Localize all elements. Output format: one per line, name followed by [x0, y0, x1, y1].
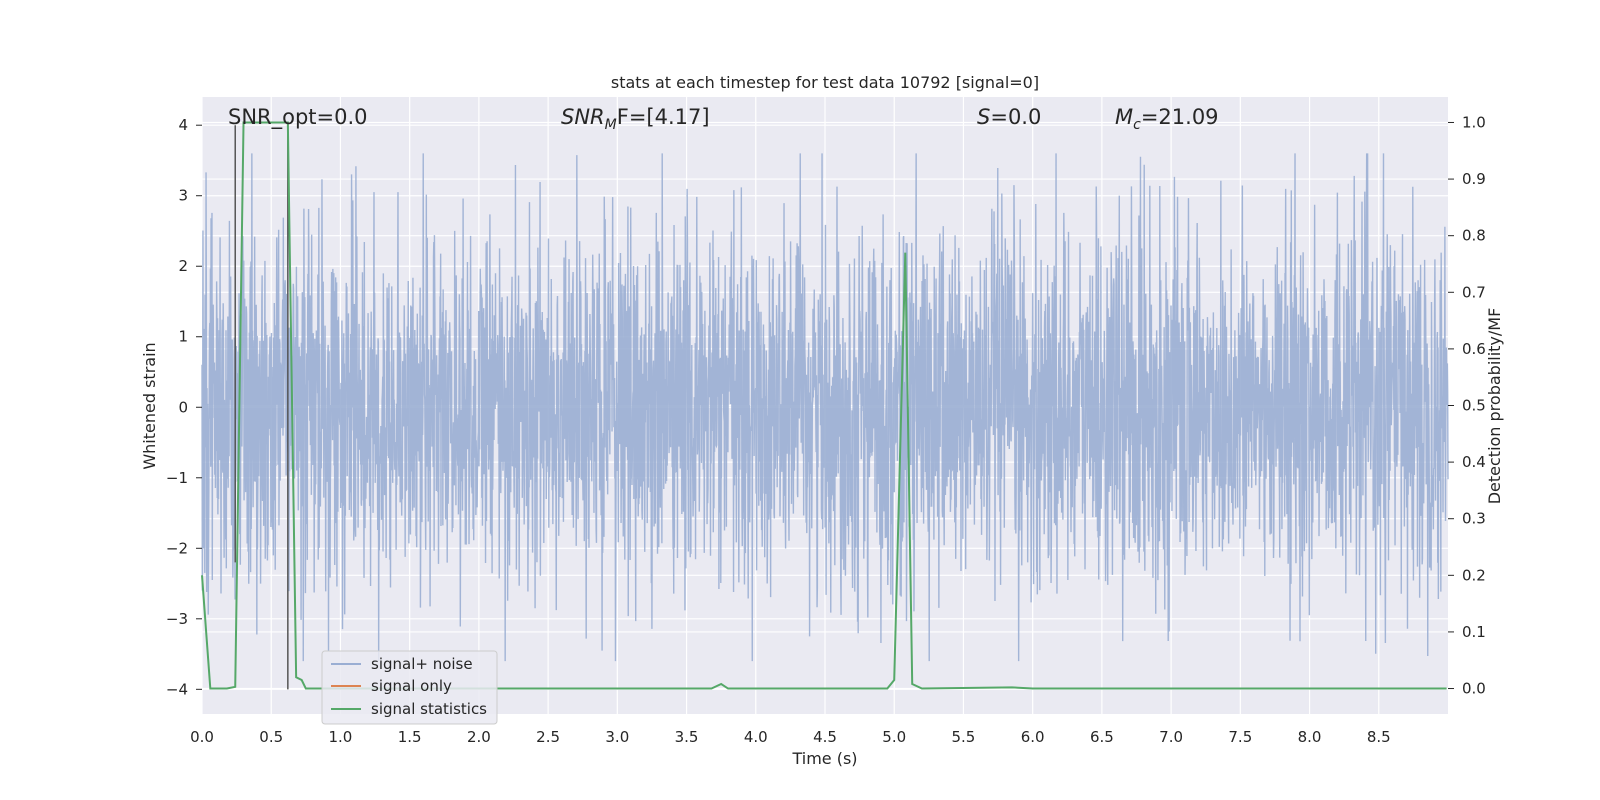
annotation-snr-mf-sub: M [605, 117, 617, 133]
x-tick-label: 5.0 [882, 728, 906, 746]
annotation-s-label: S [977, 105, 990, 129]
annotation-snr-mf: SNRMF=[4.17] [561, 105, 710, 133]
x-tick-label: 5.5 [952, 728, 976, 746]
x-tick-label: 2.0 [467, 728, 491, 746]
x-tick-label: 3.5 [675, 728, 699, 746]
y-axis-right-ticks: 1.0 0.9 0.8 0.7 0.6 0.5 0.4 0.3 0.2 0.1 0.0 [1448, 113, 1486, 698]
y-right-tick-label: 0.0 [1462, 680, 1486, 698]
y-left-tick-label: −3 [166, 610, 188, 628]
x-axis-ticks: 0.0 0.5 1.0 1.5 2.0 2.5 3.0 3.5 4.0 4.5 5.0 5.5 6.0 6… [190, 728, 1391, 746]
chart-title: stats at each timestep for test data 107… [611, 73, 1039, 92]
annotation-mc-base: M [1115, 105, 1133, 129]
y-right-tick-label: 0.1 [1462, 623, 1486, 641]
x-tick-label: 6.5 [1090, 728, 1114, 746]
y-right-tick-label: 0.9 [1462, 170, 1486, 188]
annotation-s-tail: =0.0 [990, 105, 1041, 129]
legend-label-signal-noise: signal+ noise [371, 655, 473, 673]
y-axis-left-ticks: 4 3 2 1 0 −1 −2 −3 −4 [166, 116, 202, 698]
legend-label-signal-statistics: signal statistics [371, 700, 487, 718]
y-left-tick-label: 3 [178, 187, 188, 205]
x-tick-label: 8.0 [1298, 728, 1322, 746]
x-tick-label: 7.0 [1159, 728, 1183, 746]
y-axis-left-label: Whitened strain [140, 342, 159, 469]
y-axis-right-label: Detection probability/MF [1485, 308, 1504, 505]
series-signal-noise [201, 153, 1449, 662]
annotation-snr-mf-base: SNR [561, 105, 605, 129]
x-tick-label: 7.5 [1228, 728, 1252, 746]
y-right-tick-label: 0.6 [1462, 340, 1486, 358]
legend-box [321, 650, 498, 725]
y-right-tick-label: 0.5 [1462, 397, 1486, 415]
y-left-tick-label: 1 [178, 328, 188, 346]
legend: signal+ noise signal only signal statist… [321, 650, 498, 725]
annotation-snr-mf-tail: F=[4.17] [617, 105, 710, 129]
y-left-tick-label: −1 [166, 469, 188, 487]
noise-waveform [201, 153, 1449, 662]
annotation-s: S=0.0 [977, 105, 1041, 129]
y-right-tick-label: 0.3 [1462, 510, 1486, 528]
x-tick-label: 2.5 [536, 728, 560, 746]
annotation-mc-tail: =21.09 [1141, 105, 1219, 129]
y-right-tick-label: 0.2 [1462, 566, 1486, 584]
y-left-tick-label: 0 [178, 398, 188, 416]
y-right-tick-label: 1.0 [1462, 113, 1486, 131]
annotation-mc-sub: c [1133, 117, 1141, 133]
signal-statistics-line [201, 121, 1447, 690]
y-left-tick-label: 2 [178, 257, 188, 275]
x-tick-label: 8.5 [1367, 728, 1391, 746]
x-tick-label: 4.5 [813, 728, 837, 746]
x-tick-label: 1.5 [398, 728, 422, 746]
x-tick-label: 6.0 [1021, 728, 1045, 746]
x-axis-label: Time (s) [791, 749, 857, 768]
y-right-tick-label: 0.4 [1462, 453, 1486, 471]
x-tick-label: 4.0 [744, 728, 768, 746]
vertical-markers [234, 125, 289, 690]
series-signal-statistics [201, 121, 1447, 690]
annotation-snr-opt: SNR_opt=0.0 [228, 105, 368, 130]
y-right-tick-label: 0.8 [1462, 227, 1486, 245]
y-left-tick-label: −4 [166, 680, 188, 698]
x-tick-label: 3.0 [605, 728, 629, 746]
x-tick-label: 0.0 [190, 728, 214, 746]
legend-label-signal-only: signal only [371, 677, 452, 695]
x-tick-label: 1.0 [329, 728, 353, 746]
y-left-tick-label: −2 [166, 539, 188, 557]
annotation-mc: Mc=21.09 [1115, 105, 1219, 133]
y-left-tick-label: 4 [178, 116, 188, 134]
y-right-tick-label: 0.7 [1462, 283, 1486, 301]
x-tick-label: 0.5 [259, 728, 283, 746]
